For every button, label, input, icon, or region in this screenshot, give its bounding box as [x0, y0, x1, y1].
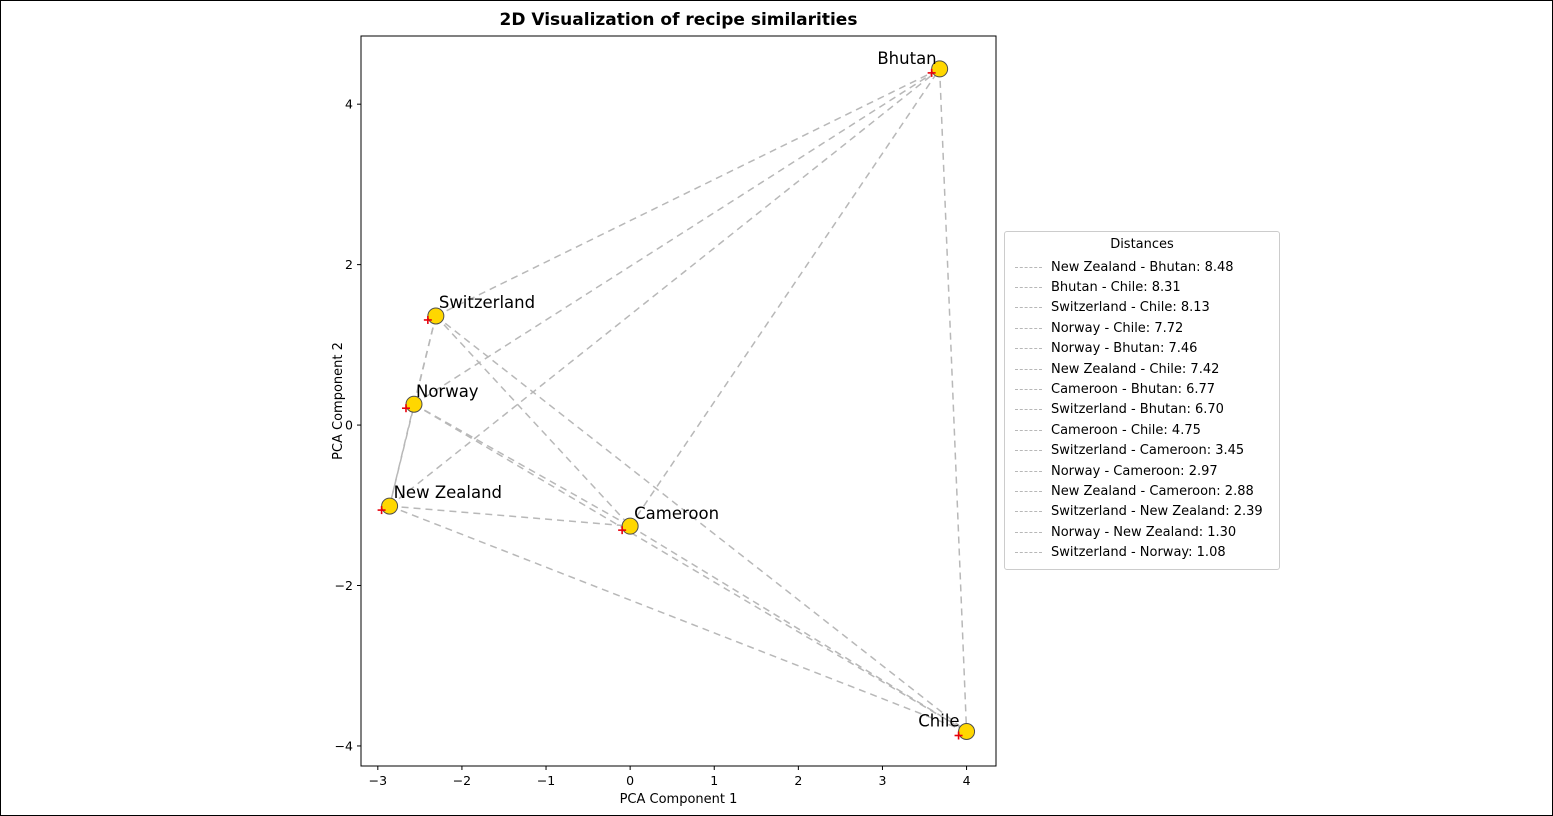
legend-entry-label: Norway - New Zealand: 1.30	[1051, 524, 1237, 540]
point-label: New Zealand	[394, 483, 502, 502]
legend-entry: Switzerland - New Zealand: 2.39	[1015, 502, 1269, 522]
legend-line-sample	[1015, 327, 1042, 329]
legend-entry-label: New Zealand - Chile: 7.42	[1051, 361, 1220, 377]
chart-title: 2D Visualization of recipe similarities	[500, 10, 858, 30]
legend-entry-label: Switzerland - Bhutan: 6.70	[1051, 402, 1224, 418]
legend-entry-label: Switzerland - Cameroon: 3.45	[1051, 443, 1245, 459]
legend-line-sample	[1015, 552, 1042, 554]
legend-entry-label: Cameroon - Bhutan: 6.77	[1051, 382, 1216, 398]
distance-line	[389, 68, 941, 507]
legend-line-sample	[1015, 511, 1042, 513]
distances-legend: Distances New Zealand - Bhutan: 8.48 Bhut…	[1004, 231, 1280, 570]
legend-entry: Switzerland - Cameroon: 3.45	[1015, 441, 1269, 461]
legend-line-sample	[1015, 470, 1042, 472]
distance-line	[629, 68, 941, 527]
distance-line	[435, 315, 968, 733]
distance-line	[938, 68, 968, 732]
legend-line-sample	[1015, 389, 1042, 391]
legend-entry-label: Norway - Chile: 7.72	[1051, 320, 1184, 336]
legend-entry: New Zealand - Bhutan: 8.48	[1015, 257, 1269, 277]
legend-line-sample	[1015, 266, 1042, 268]
x-tick-label: 3	[878, 773, 886, 788]
legend-entry: Norway - New Zealand: 1.30	[1015, 522, 1269, 542]
y-tick-label: −2	[335, 578, 353, 593]
legend-entry-label: Norway - Bhutan: 7.46	[1051, 341, 1198, 357]
distance-line	[388, 404, 415, 507]
distance-line	[389, 505, 967, 733]
point-label: Chile	[918, 712, 959, 731]
legend-entry: Norway - Chile: 7.72	[1015, 318, 1269, 338]
distance-line	[413, 315, 437, 405]
distance-line	[629, 525, 967, 733]
legend-entry: Switzerland - Chile: 8.13	[1015, 298, 1269, 318]
point-label: Cameroon	[634, 504, 719, 523]
point-label: Switzerland	[439, 293, 535, 312]
legend-entry: Switzerland - Norway: 1.08	[1015, 542, 1269, 562]
legend-entry: New Zealand - Chile: 7.42	[1015, 359, 1269, 379]
legend-entry: Bhutan - Chile: 8.31	[1015, 277, 1269, 297]
legend-line-sample	[1015, 450, 1042, 452]
y-axis-label: PCA Component 2	[331, 342, 346, 460]
y-tick-label: 4	[345, 97, 353, 112]
legend-line-sample	[1015, 348, 1042, 350]
legend-entry: Cameroon - Bhutan: 6.77	[1015, 379, 1269, 399]
legend-line-sample	[1015, 490, 1042, 492]
x-tick-label: −3	[369, 773, 387, 788]
legend-entry: Norway - Cameroon: 2.97	[1015, 461, 1269, 481]
x-tick-label: 0	[626, 773, 634, 788]
plot-area	[360, 35, 997, 767]
x-tick-label: 1	[710, 773, 718, 788]
legend-entry: Switzerland - Bhutan: 6.70	[1015, 400, 1269, 420]
legend-title: Distances	[1110, 237, 1174, 252]
distance-line	[435, 68, 940, 317]
legend-entry-label: New Zealand - Bhutan: 8.48	[1051, 259, 1234, 275]
x-tick-label: 2	[794, 773, 802, 788]
y-tick-label: 2	[345, 257, 353, 272]
legend-entry-label: Bhutan - Chile: 8.31	[1051, 280, 1181, 296]
legend-line-sample	[1015, 307, 1042, 309]
distance-line	[413, 403, 631, 527]
legend-entry-label: Norway - Cameroon: 2.97	[1051, 463, 1218, 479]
legend-entry-label: Switzerland - New Zealand: 2.39	[1051, 504, 1263, 520]
legend-entry: Norway - Bhutan: 7.46	[1015, 339, 1269, 359]
x-axis-label: PCA Component 1	[620, 792, 738, 807]
y-tick-label: −4	[335, 738, 353, 753]
point-label: Bhutan	[877, 49, 936, 68]
legend-entry-label: Switzerland - Norway: 1.08	[1051, 545, 1226, 561]
distance-line	[413, 68, 941, 405]
legend-entry-list: New Zealand - Bhutan: 8.48 Bhutan - Chile…	[1015, 257, 1269, 563]
legend-entry-label: New Zealand - Cameroon: 2.88	[1051, 483, 1254, 499]
x-tick-label: −2	[453, 773, 471, 788]
x-tick-label: 4	[963, 773, 971, 788]
legend-line-sample	[1015, 287, 1042, 289]
legend-entry-label: Cameroon - Chile: 4.75	[1051, 422, 1201, 438]
legend-line-sample	[1015, 531, 1042, 533]
y-tick-label: 0	[345, 418, 353, 433]
legend-line-sample	[1015, 409, 1042, 411]
point-label: Norway	[416, 382, 479, 401]
legend-entry: Cameroon - Chile: 4.75	[1015, 420, 1269, 440]
distance-line	[389, 505, 631, 527]
legend-entry-label: Switzerland - Chile: 8.13	[1051, 300, 1210, 316]
data-point	[958, 723, 976, 741]
legend-line-sample	[1015, 368, 1042, 370]
x-tick-label: −1	[537, 773, 555, 788]
legend-line-sample	[1015, 429, 1042, 431]
legend-entry: New Zealand - Cameroon: 2.88	[1015, 481, 1269, 501]
